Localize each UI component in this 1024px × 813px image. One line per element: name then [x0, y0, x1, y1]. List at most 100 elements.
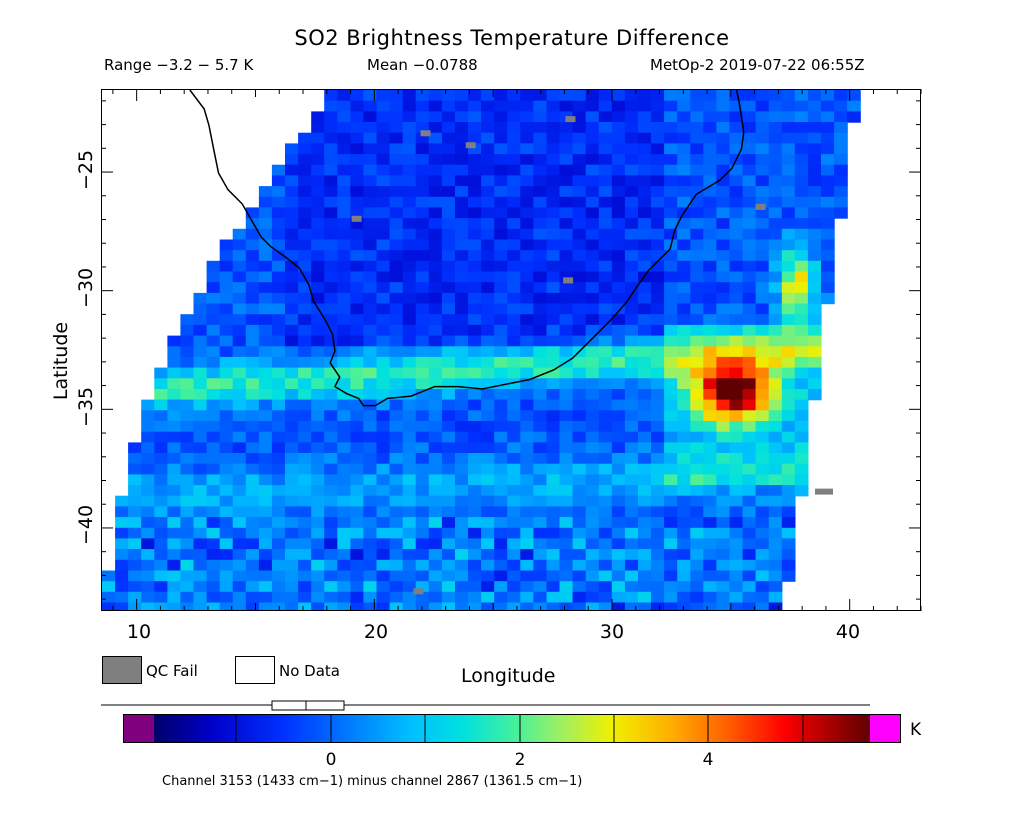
heatmap-cell — [455, 154, 469, 166]
heatmap-cell — [271, 517, 286, 529]
heatmap-cell — [834, 90, 848, 102]
heatmap-cell — [742, 581, 757, 593]
heatmap-cell — [611, 228, 626, 241]
heatmap-cell — [572, 175, 587, 187]
heatmap-cell — [611, 186, 626, 198]
heatmap-cell — [311, 549, 325, 561]
heatmap-cell — [546, 367, 561, 379]
heatmap-cell — [690, 591, 704, 604]
heatmap-cell — [585, 196, 600, 209]
heatmap-cell — [206, 517, 221, 529]
heatmap-cell — [206, 346, 221, 358]
heatmap-cell — [507, 431, 521, 443]
heatmap-cell — [664, 410, 678, 422]
heatmap-cell — [363, 196, 378, 209]
heatmap-cell — [677, 239, 691, 251]
heatmap-cell — [154, 410, 168, 422]
heatmap-cell — [585, 260, 600, 273]
heatmap-cell — [821, 154, 835, 166]
heatmap-cell — [677, 570, 691, 582]
heatmap-cell — [415, 175, 430, 187]
heatmap-cell — [285, 175, 299, 187]
map-plot-area[interactable] — [101, 89, 921, 611]
heatmap-cell — [128, 570, 142, 582]
heatmap-cell — [794, 260, 809, 273]
heatmap-cell — [755, 591, 770, 604]
heatmap-cell — [794, 335, 809, 347]
heatmap-cell — [664, 474, 678, 486]
colorbar-over-swatch — [870, 715, 900, 742]
heatmap-cell — [415, 207, 430, 219]
heatmap-cell — [193, 527, 208, 540]
heatmap-cell — [415, 196, 430, 209]
heatmap-cell — [507, 303, 521, 315]
heatmap-cell — [428, 132, 443, 144]
heatmap-cell — [507, 90, 521, 102]
heatmap-cell — [807, 164, 822, 176]
heatmap-cell — [781, 389, 796, 401]
heatmap-cell — [742, 175, 757, 187]
heatmap-cell — [389, 485, 404, 497]
heatmap-cell — [624, 90, 639, 102]
heatmap-cell — [258, 186, 273, 198]
heatmap-cell — [167, 527, 182, 540]
heatmap-cell — [402, 474, 417, 486]
heatmap-cell — [455, 250, 469, 262]
heatmap-cell — [350, 442, 365, 454]
heatmap-cell — [468, 90, 482, 102]
heatmap-cell — [350, 154, 365, 166]
heatmap-cell — [128, 549, 142, 561]
heatmap-cell — [664, 602, 678, 610]
heatmap-cell — [768, 260, 783, 273]
heatmap-cell — [481, 218, 495, 230]
heatmap-cell — [638, 389, 652, 401]
heatmap-cell — [729, 271, 744, 283]
heatmap-cell — [781, 399, 796, 411]
heatmap-cell — [324, 175, 338, 187]
heatmap-cell — [520, 164, 534, 176]
heatmap-cell — [716, 196, 731, 209]
heatmap-cell — [206, 495, 221, 507]
heatmap-cell — [311, 122, 325, 134]
heatmap-cell — [507, 570, 521, 582]
heatmap-cell — [324, 335, 338, 347]
heatmap-cell — [363, 175, 378, 187]
heatmap-cell — [219, 495, 234, 507]
heatmap-cell — [245, 239, 260, 251]
heatmap-cell — [455, 538, 469, 550]
heatmap-cell — [624, 517, 639, 529]
heatmap-cell — [703, 90, 717, 102]
heatmap-cell — [572, 314, 587, 326]
heatmap-cell — [768, 271, 783, 283]
heatmap-cell — [533, 389, 548, 401]
heatmap-cell — [337, 260, 351, 273]
heatmap-cell — [337, 538, 351, 550]
heatmap-cell — [468, 442, 482, 454]
heatmap-cell — [298, 581, 312, 593]
heatmap-cell — [585, 570, 600, 582]
heatmap-cell — [533, 122, 548, 134]
heatmap-cell — [742, 271, 757, 283]
heatmap-cell — [807, 346, 822, 358]
heatmap-cell — [533, 346, 548, 358]
heatmap-cell — [402, 506, 417, 518]
heatmap-cell — [559, 346, 574, 358]
heatmap-cell — [781, 314, 796, 326]
heatmap-cell — [572, 164, 587, 176]
heatmap-cell — [285, 196, 299, 209]
heatmap-cell — [716, 132, 731, 144]
heatmap-cell — [703, 367, 717, 379]
heatmap-cell — [415, 111, 430, 123]
heatmap-cell — [546, 335, 561, 347]
heatmap-cell — [742, 228, 757, 241]
heatmap-cell — [311, 292, 325, 305]
heatmap-cell — [232, 559, 247, 572]
heatmap-cell — [337, 463, 351, 475]
heatmap-cell — [206, 389, 221, 401]
qc-fail-pixel — [420, 130, 431, 137]
heatmap-cell — [271, 538, 286, 550]
heatmap-cell — [651, 175, 665, 187]
heatmap-cell — [651, 154, 665, 166]
heatmap-cell — [389, 442, 404, 454]
heatmap-cell — [167, 559, 182, 572]
